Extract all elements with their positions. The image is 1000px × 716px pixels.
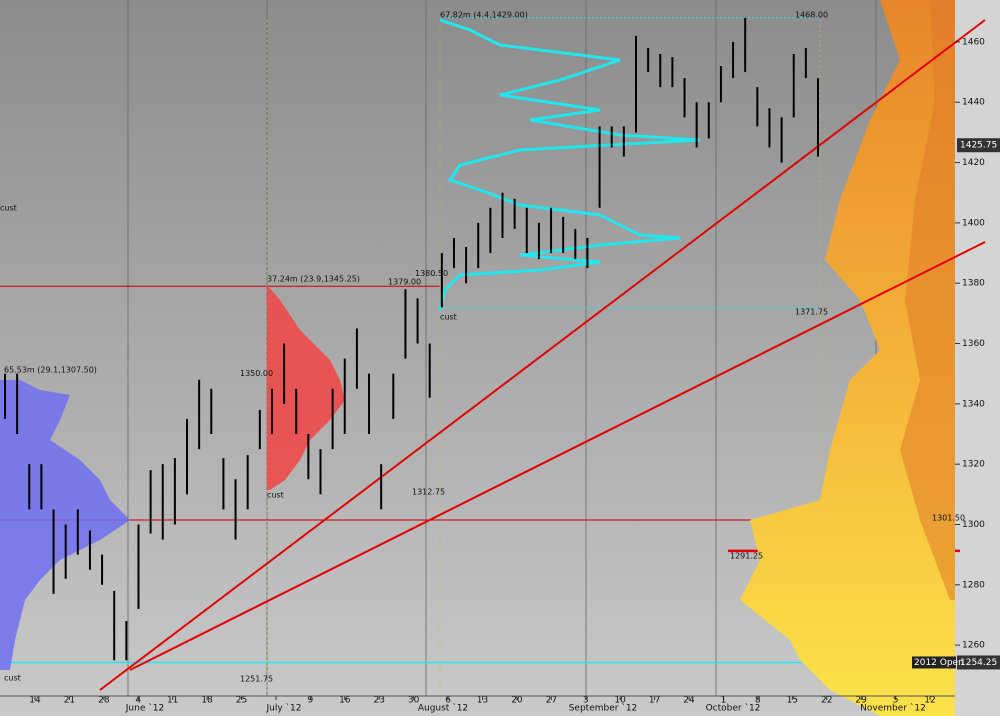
- note: cust: [4, 674, 21, 683]
- x-tick-label: 17: [649, 696, 660, 706]
- open-tag-label: 2012 Open: [914, 658, 964, 668]
- trend-line: [129, 241, 986, 671]
- x-tick-label: 25: [236, 696, 247, 706]
- month-label: September `12: [569, 703, 638, 714]
- trend-line: [99, 19, 986, 691]
- level-label: 1380.50: [415, 269, 448, 278]
- note: cust: [0, 204, 17, 213]
- y-tick-label: 1320: [962, 460, 985, 470]
- x-tick-label: 9: [308, 696, 314, 706]
- level-label: 1350.00: [240, 369, 273, 378]
- profile-label: 65.53m (29.1,1307.50): [4, 366, 97, 375]
- price-box: [957, 655, 1000, 670]
- y-tick-label: 1360: [962, 339, 985, 349]
- level-label: 1379.00: [388, 278, 421, 287]
- x-tick-label: 30: [408, 696, 420, 706]
- level-label: 1312.75: [412, 488, 445, 497]
- y-tick-label: 1420: [962, 158, 985, 168]
- x-tick-label: 12: [924, 696, 935, 706]
- note: cust: [440, 313, 457, 322]
- profile-label: 67.82m (4.4,1429.00): [440, 11, 528, 20]
- month-label: August `12: [418, 703, 468, 714]
- x-tick-label: 15: [787, 696, 798, 706]
- y-tick-label: 1340: [962, 399, 985, 409]
- volume-profile-july: [267, 285, 345, 490]
- volume-profile-right: [740, 0, 955, 716]
- y-tick-label: 1260: [962, 641, 985, 651]
- axis-background: [955, 0, 1000, 716]
- x-tick-label: 22: [821, 696, 832, 706]
- x-tick-label: 11: [167, 696, 178, 706]
- volume-profile-august: [438, 18, 701, 311]
- x-tick-label: 16: [339, 696, 351, 706]
- x-tick-label: 29: [855, 696, 867, 706]
- y-tick-label: 1380: [962, 279, 985, 289]
- price-box: [957, 138, 1000, 153]
- x-tick-label: 18: [201, 696, 213, 706]
- level-label: 1291.25: [730, 551, 763, 560]
- level-label: 1251.75: [240, 675, 273, 684]
- x-tick-label: 24: [683, 696, 695, 706]
- x-tick-label: 5: [893, 696, 899, 706]
- x-tick-label: 28: [98, 696, 110, 706]
- y-tick-label: 1460: [962, 37, 985, 47]
- level-label: 1468.00: [795, 10, 828, 19]
- month-label: October `12: [706, 703, 761, 714]
- level-label: 1371.75: [795, 308, 828, 317]
- x-tick-label: 10: [614, 696, 626, 706]
- month-label: July `12: [266, 703, 302, 714]
- month-label: November `12: [860, 703, 926, 714]
- note: cust: [267, 491, 284, 500]
- price-box-label: 1254.25: [960, 658, 997, 668]
- month-label: June `12: [125, 703, 164, 714]
- x-tick-label: 3: [583, 696, 589, 706]
- x-tick-label: 20: [511, 696, 523, 706]
- x-tick-label: 27: [546, 696, 557, 706]
- y-tick-label: 1440: [962, 98, 985, 108]
- x-tick-label: 1: [721, 696, 727, 706]
- x-tick-label: 8: [755, 696, 761, 706]
- volume-profile-right-core: [900, 0, 955, 600]
- x-tick-label: 13: [477, 696, 488, 706]
- y-tick-label: 1400: [962, 218, 985, 228]
- y-tick-label: 1300: [962, 520, 985, 530]
- price-box-label: 1425.75: [960, 141, 997, 151]
- y-tick-label: 1280: [962, 580, 985, 590]
- x-tick-label: 21: [64, 696, 75, 706]
- profile-label: 37.24m (23.9,1345.25): [267, 275, 360, 284]
- open-tag: [912, 656, 956, 669]
- x-tick-label: 4: [135, 696, 141, 706]
- x-tick-label: 23: [374, 696, 385, 706]
- x-tick-label: 6: [445, 696, 451, 706]
- x-tick-label: 14: [29, 696, 41, 706]
- level-label: 1301.50: [932, 513, 965, 522]
